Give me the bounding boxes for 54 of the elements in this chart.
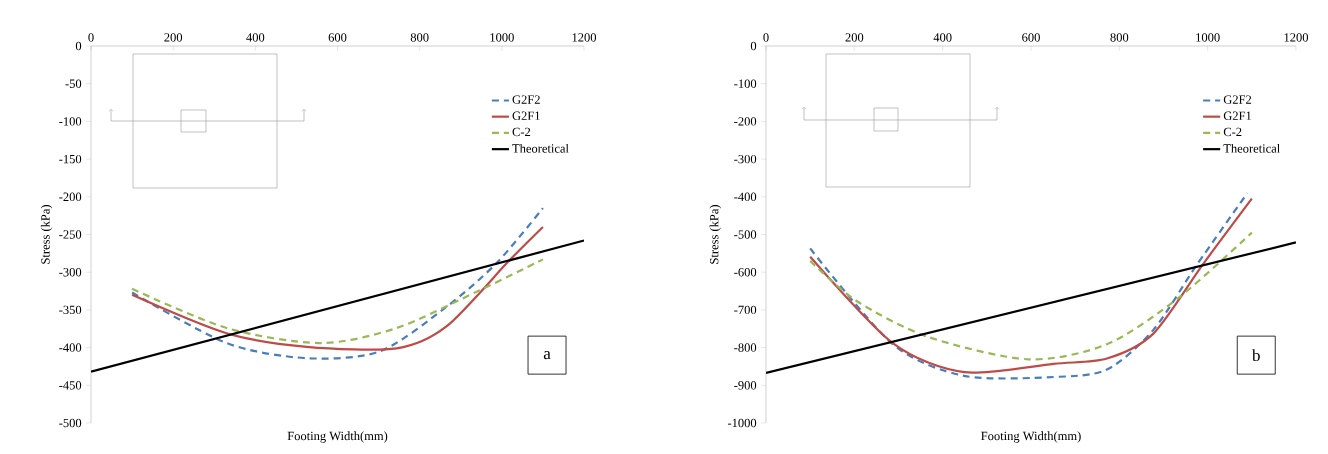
y-axis-title: Stress (kPa) [40, 205, 53, 264]
y-tick-label: -150 [59, 154, 82, 164]
legend-label: G2F2 [1223, 95, 1252, 104]
annotation: b [1252, 349, 1260, 362]
y-tick-label: -350 [59, 305, 82, 315]
line-series [131, 207, 545, 360]
line-series [131, 225, 545, 351]
x-tick-label: 200 [164, 33, 183, 42]
x-tick-label: 1200 [1284, 33, 1309, 42]
y-tick-label: 0 [75, 41, 82, 51]
x-axis-title: Footing Width(mm) [981, 431, 1081, 443]
y-tick-label: -300 [59, 267, 82, 277]
x-tick-label: 600 [328, 33, 347, 42]
line-series [809, 231, 1253, 361]
y-tick-label: -100 [59, 117, 82, 126]
x-tick-label: 0 [88, 33, 94, 42]
x-tick-label: 400 [933, 33, 952, 42]
x-tick-label: 400 [246, 33, 265, 42]
y-axis-title: Stress (kPa) [709, 205, 721, 264]
y-tick-label: -200 [734, 117, 757, 126]
legend-label: C-2 [512, 127, 531, 137]
y-tick-label: -800 [734, 343, 757, 352]
y-tick-label: 0 [750, 41, 757, 51]
x-tick-label: 0 [763, 33, 769, 42]
y-tick-label: -900 [734, 381, 757, 390]
legend-label: C-2 [1223, 127, 1242, 137]
y-tick-label: -50 [65, 79, 82, 88]
x-tick-label: 1000 [490, 33, 514, 42]
annotation: a [543, 351, 551, 360]
y-tick-label: -400 [59, 343, 82, 352]
x-tick-label: 1200 [572, 33, 597, 42]
x-tick-label: 800 [410, 33, 429, 42]
y-tick-label: -500 [59, 418, 82, 428]
y-tick-label: -300 [734, 154, 757, 164]
y-tick-label: -600 [734, 267, 757, 277]
y-tick-label: -100 [734, 79, 757, 88]
y-tick-label: -250 [59, 230, 82, 239]
y-tick-label: -200 [59, 192, 82, 202]
x-tick-label: 1000 [1196, 33, 1220, 42]
legend-label: Theoretical [512, 143, 569, 153]
x-axis-title: Footing Width(mm) [287, 431, 388, 443]
y-tick-label: -450 [59, 381, 82, 390]
legend-label: G2F1 [1223, 111, 1252, 120]
x-tick-label: 200 [845, 33, 864, 42]
legend-label: G2F2 [512, 95, 540, 104]
y-tick-label: -500 [734, 230, 757, 239]
y-tick-label: -700 [734, 305, 757, 315]
legend-label: Theoretical [1223, 143, 1280, 153]
x-tick-label: 800 [1110, 33, 1129, 42]
y-tick-label: -400 [734, 192, 757, 202]
legend-label: G2F1 [512, 111, 540, 120]
line-series [131, 258, 545, 345]
y-tick-label: -1000 [727, 418, 757, 428]
x-tick-label: 600 [1022, 33, 1040, 42]
